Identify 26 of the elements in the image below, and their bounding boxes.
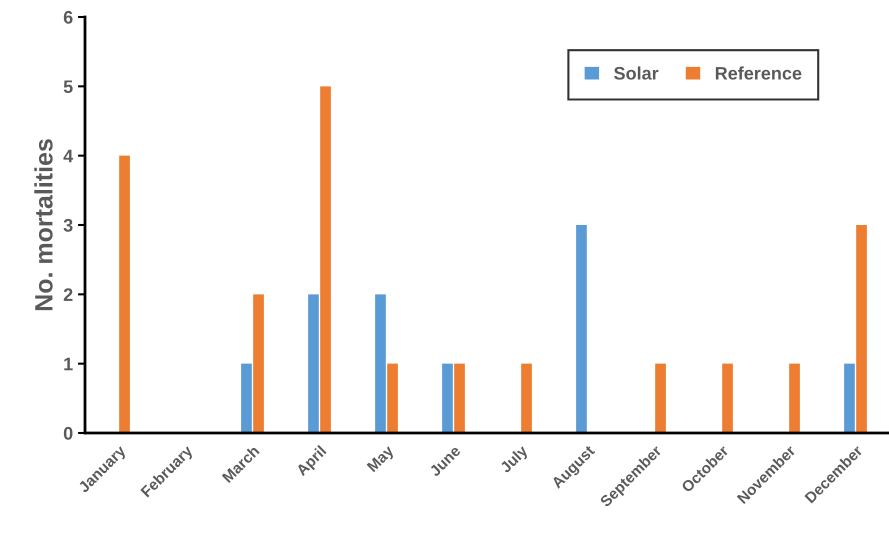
- bar: [576, 225, 587, 433]
- bar: [241, 364, 252, 433]
- y-axis-title: No. mortalities: [34, 139, 53, 310]
- legend-label: Reference: [716, 66, 802, 80]
- bar: [844, 364, 855, 433]
- bar: [521, 364, 532, 433]
- bar: [856, 225, 867, 433]
- y-tick-label: 3: [64, 218, 73, 232]
- y-tick-label: 5: [64, 80, 73, 94]
- bar: [722, 364, 733, 433]
- y-tick-label: 1: [64, 358, 73, 370]
- bar: [442, 364, 453, 433]
- bar: [655, 364, 666, 433]
- bar: [308, 294, 319, 433]
- bar: [253, 294, 264, 433]
- bar: [454, 364, 465, 433]
- bar: [320, 86, 331, 433]
- y-tick-label: 6: [64, 10, 73, 24]
- bar: [387, 364, 398, 433]
- legend-label: Solar: [614, 66, 658, 80]
- y-tick-label: 4: [63, 150, 74, 162]
- bar: [375, 294, 386, 433]
- bar: [119, 156, 130, 433]
- y-tick-label: 2: [64, 288, 72, 301]
- bar: [789, 364, 800, 433]
- y-tick-label: 0: [64, 426, 72, 440]
